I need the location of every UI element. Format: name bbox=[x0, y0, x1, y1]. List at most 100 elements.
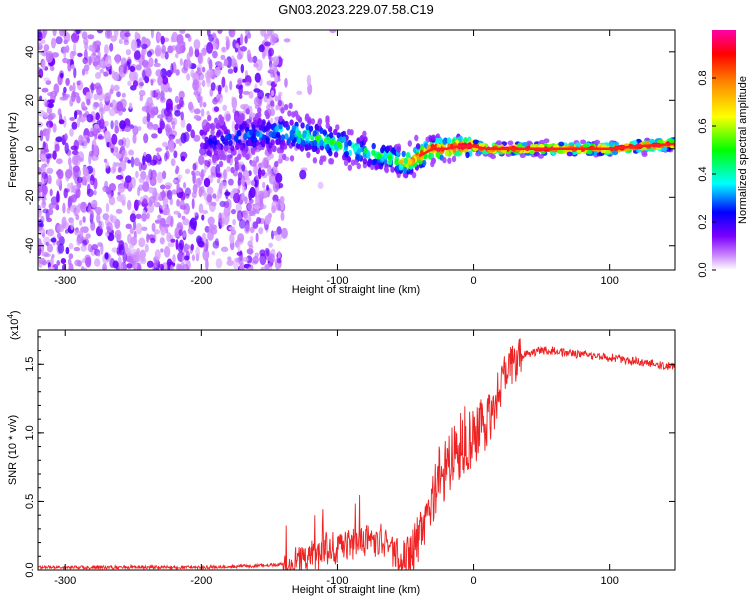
heatmap-speckle bbox=[116, 91, 121, 98]
heatmap-speckle bbox=[64, 133, 68, 142]
heatmap-speckle bbox=[184, 33, 191, 39]
heatmap-speckle bbox=[249, 249, 253, 256]
heatmap-speckle bbox=[86, 91, 93, 100]
heatmap-speckle bbox=[231, 209, 236, 215]
heatmap-signal-cell bbox=[305, 124, 310, 131]
heatmap-speckle bbox=[105, 231, 110, 237]
heatmap-signal-cell bbox=[300, 122, 305, 129]
heatmap-signal-cell bbox=[306, 132, 311, 140]
heatmap-speckle bbox=[79, 201, 87, 210]
heatmap-speckle bbox=[283, 38, 291, 43]
heatmap-speckle bbox=[47, 102, 54, 109]
heatmap-speckle bbox=[306, 74, 312, 87]
heatmap-speckle bbox=[226, 259, 234, 266]
snr-lines bbox=[38, 338, 675, 570]
heatmap-speckle bbox=[272, 180, 280, 193]
heatmap-speckle bbox=[187, 244, 191, 250]
heatmap-speckle bbox=[90, 52, 98, 64]
heatmap-signal-cell bbox=[261, 119, 266, 126]
heatmap-speckle bbox=[69, 84, 73, 92]
heatmap-signal-cell bbox=[319, 127, 324, 134]
heatmap-signal-cell bbox=[558, 141, 565, 147]
heatmap-signal-cell bbox=[435, 137, 440, 145]
heatmap-signal-cell bbox=[580, 139, 587, 145]
heatmap-speckle bbox=[130, 248, 138, 255]
heatmap-speckle bbox=[248, 210, 254, 217]
heatmap-speckle bbox=[81, 101, 86, 110]
heatmap-signal-cell bbox=[407, 140, 412, 147]
heatmap-speckle bbox=[255, 174, 259, 181]
heatmap-signal-cell bbox=[203, 125, 208, 132]
heatmap-speckle bbox=[145, 66, 152, 77]
heatmap-speckle bbox=[76, 176, 83, 183]
snr-y-label: SNR (10 * v/v) bbox=[7, 415, 19, 485]
heatmap-speckle bbox=[273, 55, 280, 67]
heatmap-speckle bbox=[192, 79, 200, 91]
heatmap-speckle bbox=[211, 250, 216, 256]
heatmap-speckle bbox=[86, 113, 94, 123]
heatmap-speckle bbox=[138, 77, 144, 89]
heatmap-signal-cell bbox=[641, 150, 648, 156]
snr-multiplier-close: ) bbox=[9, 310, 21, 314]
heatmap-signal-cell bbox=[308, 125, 314, 132]
heatmap-speckle bbox=[110, 166, 116, 174]
heatmap-signal-cell bbox=[344, 140, 349, 148]
heatmap-signal-cell bbox=[371, 149, 376, 156]
heatmap-speckle bbox=[66, 207, 71, 214]
heatmap-speckle bbox=[69, 117, 76, 121]
heatmap-signal-cell bbox=[242, 122, 247, 130]
heatmap-speckle bbox=[64, 142, 69, 154]
heatmap-signal-cell bbox=[537, 154, 544, 159]
heatmap-speckle bbox=[162, 170, 167, 180]
heatmap-speckle bbox=[41, 171, 48, 179]
heatmap-signal-cell bbox=[456, 150, 461, 157]
heatmap-speckle bbox=[148, 126, 154, 131]
heatmap-speckle bbox=[40, 197, 47, 202]
heatmap-speckle bbox=[87, 34, 95, 40]
heatmap-signal-cell bbox=[414, 134, 419, 142]
heatmap-signal-cell bbox=[575, 142, 582, 148]
heatmap-speckle bbox=[191, 73, 197, 78]
heatmap-speckle bbox=[125, 49, 131, 56]
heatmap-speckle bbox=[104, 56, 112, 68]
heatmap-signal-cell bbox=[472, 139, 479, 145]
heatmap-signal-cell bbox=[333, 128, 338, 136]
heatmap-speckle bbox=[111, 99, 117, 110]
heatmap-signal-cell bbox=[219, 116, 225, 123]
heatmap-speckle bbox=[176, 263, 182, 270]
heatmap-signal-cell bbox=[258, 124, 264, 131]
heatmap-signal-cell bbox=[278, 123, 283, 130]
heatmap-signal-cell bbox=[216, 144, 221, 151]
heatmap-speckle bbox=[278, 91, 283, 97]
y-tick-label: 0 bbox=[24, 146, 36, 152]
heatmap-signal-cell bbox=[296, 137, 302, 145]
heatmap-signal-cell bbox=[431, 134, 436, 141]
heatmap-speckle bbox=[74, 110, 78, 120]
heatmap-signal-cell bbox=[335, 124, 340, 131]
heatmap-speckle bbox=[194, 211, 198, 217]
heatmap-speckle bbox=[94, 258, 101, 267]
heatmap-speckle bbox=[56, 190, 60, 203]
heatmap-speckle bbox=[43, 112, 49, 118]
heatmap-speckle bbox=[133, 50, 141, 60]
heatmap-speckle bbox=[223, 201, 230, 208]
heatmap-speckle bbox=[255, 155, 259, 163]
heatmap-speckle bbox=[87, 205, 92, 214]
heatmap-speckle bbox=[82, 267, 88, 270]
heatmap-speckle bbox=[150, 30, 154, 39]
heatmap-signal-cell bbox=[252, 141, 257, 148]
heatmap-speckle bbox=[252, 255, 259, 264]
heatmap-cells bbox=[38, 30, 675, 270]
heatmap-speckle bbox=[236, 210, 243, 222]
heatmap-speckle bbox=[160, 35, 165, 45]
heatmap-speckle bbox=[210, 82, 216, 91]
x-tick-label: -200 bbox=[190, 575, 212, 587]
heatmap-speckle bbox=[62, 46, 70, 52]
heatmap-speckle bbox=[232, 39, 237, 49]
heatmap-speckle bbox=[175, 69, 180, 76]
heatmap-signal-cell bbox=[212, 135, 217, 142]
heatmap-speckle bbox=[175, 165, 179, 174]
heatmap-speckle bbox=[141, 43, 148, 50]
heatmap-speckle bbox=[53, 83, 60, 94]
heatmap-speckle bbox=[172, 254, 176, 263]
